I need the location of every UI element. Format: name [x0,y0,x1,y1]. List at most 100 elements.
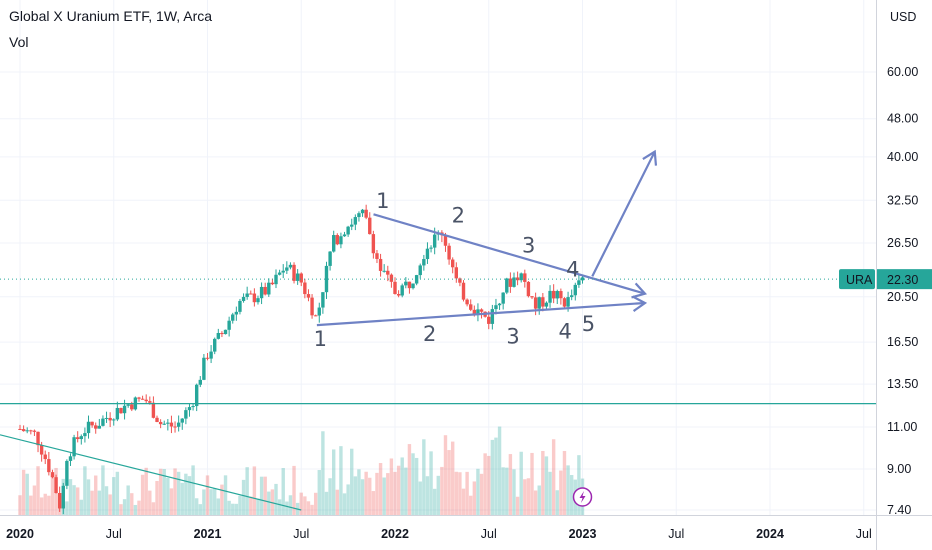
candle-body [90,421,94,426]
candle [580,275,585,284]
candle [321,292,325,314]
candle-body [205,357,210,359]
candle [270,278,275,286]
candle-body [61,485,65,509]
currency-label: USD [890,10,916,24]
volume-indicator-label[interactable]: Vol [9,34,29,50]
volume-bar [512,469,516,515]
volume-bar [418,481,422,515]
volume-bar [155,480,159,515]
candle [101,415,105,427]
volume-bar [25,473,29,515]
candle-body [505,278,509,293]
candle [393,277,397,295]
volume-bar [252,466,257,515]
volume-bar [541,450,545,515]
volume-bar [422,439,426,515]
candle-body [101,418,105,426]
candle [259,282,264,305]
candle-body [306,294,311,298]
volume-bar [526,478,531,515]
candle [209,345,213,364]
time-tick-label: 2023 [569,527,597,541]
candle-body [555,291,559,299]
candle [317,302,321,323]
candle-body [537,297,541,309]
volume-bar [414,457,419,515]
candle [21,425,26,432]
candle-body [303,282,307,295]
time-tick-label: Jul [481,527,497,541]
volume-bar [104,486,109,515]
triangle-lower-line [316,301,646,327]
candle-body [72,437,76,457]
volume-bar [389,458,394,515]
candle-body [270,282,275,285]
candle [112,418,116,426]
candle-body [328,251,332,266]
volume-bar [39,497,44,515]
volume-bar [551,439,556,515]
candle [577,273,581,288]
volume-bar [461,488,466,515]
candle [360,208,365,217]
volume-bar [299,492,303,515]
candle [519,272,523,283]
candle [220,331,224,338]
volume-bar [313,492,318,515]
candle [180,418,184,430]
volume-bar [566,465,570,515]
volume-bar [86,479,91,515]
volume-bar [75,487,80,515]
volume-bar [519,451,523,515]
candle [476,303,480,322]
candle [551,284,556,304]
candle-body [375,253,379,259]
candle [375,250,379,264]
price-tick-label: 9.00 [887,462,911,476]
wave-label-upper: 2 [452,204,465,228]
price-axis[interactable]: USD 60.00 48.00 40.00 32.50 26.50 20.50 16.50 13… [839,0,932,550]
candle [263,282,267,296]
candle-body [39,445,44,455]
candle-body [166,422,170,424]
volume-bar [68,479,73,515]
candle-body [25,430,29,432]
candle-body [357,213,361,218]
time-axis[interactable]: 2020 Jul 2021 Jul 2022 Jul 2023 Jul 2024 Jul [0,515,932,550]
candle [227,316,231,337]
volume-bar [411,453,415,515]
candle [555,289,559,305]
candle-body [515,277,520,281]
candle-body [523,273,527,282]
candle [404,277,408,289]
price-tick-label: 26.50 [887,236,918,250]
candle [119,407,123,414]
breakout-arrow-head [642,149,658,166]
volume-bar [332,449,336,515]
volume-bar [548,471,552,515]
candle-body [234,311,239,315]
volume-bar [274,483,278,515]
candle [288,262,293,270]
candle-body [447,245,451,260]
candle-body [548,290,552,303]
candle-body [559,291,563,299]
symbol-tag [839,269,875,290]
candle [497,302,502,310]
candle [238,298,242,315]
candle [187,403,192,417]
volume-bar [137,500,141,515]
candle [335,233,340,246]
candle-body [573,284,577,296]
candle [231,312,235,324]
volume-bar [404,467,408,515]
candle-body [115,407,120,420]
candle-body [220,333,224,335]
candle [422,254,426,271]
wave-label-lower: 5 [582,312,595,336]
volume-bar [133,504,138,515]
volume-bar [396,465,401,515]
candle-body [191,406,195,408]
